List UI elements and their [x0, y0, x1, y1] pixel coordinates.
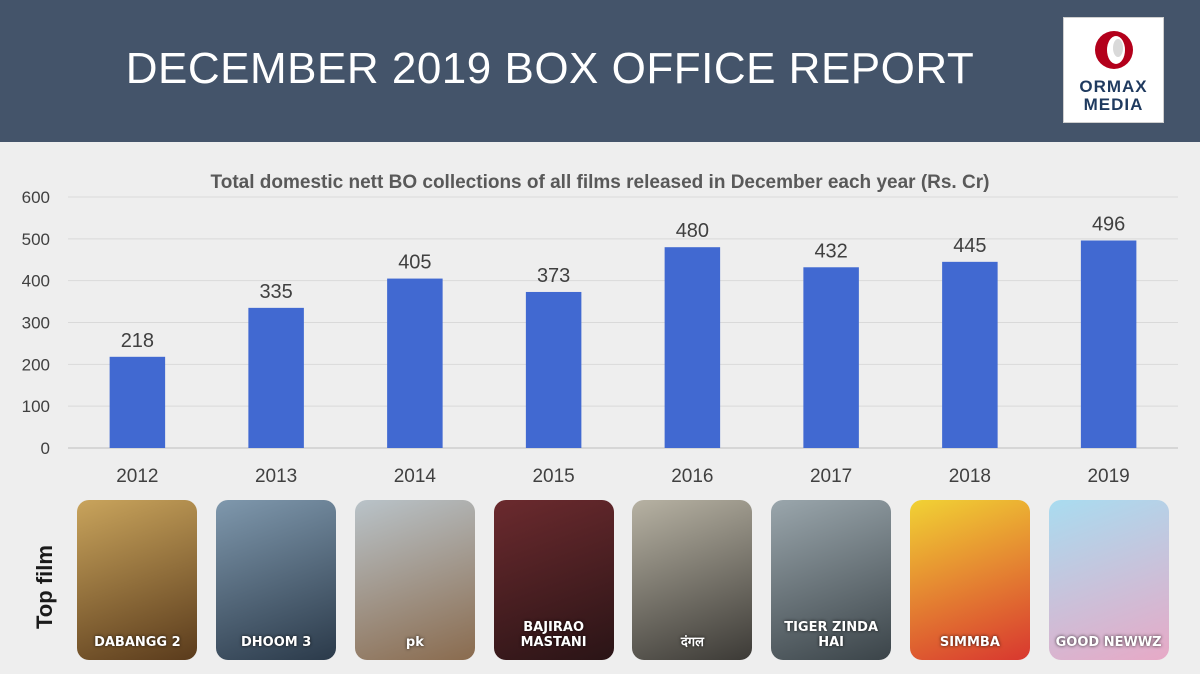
bar: [942, 261, 998, 448]
poster-title: DHOOM 3: [240, 635, 312, 650]
bar-value-label: 373: [537, 265, 570, 287]
ormax-media-logo: ORMAX MEDIA: [1063, 17, 1164, 123]
bar: [109, 356, 166, 448]
y-tick-label: 100: [22, 397, 50, 416]
bar: [803, 267, 859, 448]
y-tick-label: 300: [22, 314, 50, 333]
poster-2015: BAJIRAO MASTANI: [493, 500, 614, 660]
bar-chart: Total domestic nett BO collections of al…: [22, 172, 1178, 487]
poster-2014: pk: [354, 500, 475, 660]
bar-value-label: 335: [259, 281, 292, 303]
logo-line-2: MEDIA: [1083, 95, 1144, 114]
poster-2017: TIGER ZINDA HAI: [771, 500, 892, 660]
poster-title: TIGER ZINDA HAI: [784, 620, 879, 650]
y-tick-label: 400: [22, 272, 50, 291]
y-tick-label: 0: [41, 439, 50, 458]
y-axis-ticks: 0 100 200 300 400 500 600: [22, 188, 50, 458]
bar: [248, 307, 304, 448]
x-tick-label: 2013: [255, 466, 297, 487]
chart-title: Total domestic nett BO collections of al…: [211, 172, 990, 193]
x-axis-ticks: 2012 2013 2014 2015 2016 2017 2018 2019: [116, 466, 1130, 487]
header-banner: DECEMBER 2019 BOX OFFICE REPORT ORMAX ME…: [0, 0, 1200, 142]
page-title: DECEMBER 2019 BOX OFFICE REPORT: [125, 44, 975, 93]
bar-value-label: 496: [1092, 214, 1125, 236]
bar: [664, 247, 721, 448]
poster-2019: GOOD NEWWZ: [1048, 500, 1169, 660]
x-tick-label: 2015: [532, 466, 574, 487]
x-tick-label: 2014: [394, 466, 437, 487]
bar-value-label: 445: [953, 235, 986, 257]
x-tick-label: 2012: [116, 466, 158, 487]
top-film-label: Top film: [32, 545, 57, 629]
bar-value-label: 405: [398, 252, 431, 274]
x-tick-label: 2019: [1087, 466, 1129, 487]
bar-value-labels: 218 335 405 373 480 432 445 496: [121, 214, 1126, 352]
bar: [1080, 240, 1137, 448]
y-tick-label: 600: [22, 188, 50, 207]
logo-line-1: ORMAX: [1079, 77, 1148, 96]
bar: [387, 278, 443, 448]
x-tick-label: 2018: [949, 466, 991, 487]
chart-bars: [109, 240, 1137, 448]
bar-value-label: 480: [676, 220, 709, 242]
poster-title: pk: [405, 635, 424, 650]
ormax-logo-icon: [1095, 31, 1133, 69]
poster-title: दंगल: [680, 635, 704, 650]
bar: [525, 291, 582, 448]
x-tick-label: 2017: [810, 466, 852, 487]
poster-title: BAJIRAO MASTANI: [520, 620, 587, 650]
bar-value-label: 218: [121, 330, 154, 352]
poster-title: SIMMBA: [939, 635, 1000, 650]
poster-title: DABANGG 2: [94, 635, 181, 650]
poster-2012: DABANGG 2: [77, 500, 198, 660]
chart-gridlines: [68, 196, 1178, 449]
poster-2013: DHOOM 3: [216, 500, 337, 660]
x-tick-label: 2016: [671, 466, 713, 487]
y-tick-label: 500: [22, 230, 50, 249]
poster-title: GOOD NEWWZ: [1055, 635, 1162, 650]
poster-2016: दंगल: [632, 500, 753, 660]
bar-value-label: 432: [814, 240, 847, 262]
poster-2018: SIMMBA: [909, 500, 1030, 660]
y-tick-label: 200: [22, 355, 50, 374]
